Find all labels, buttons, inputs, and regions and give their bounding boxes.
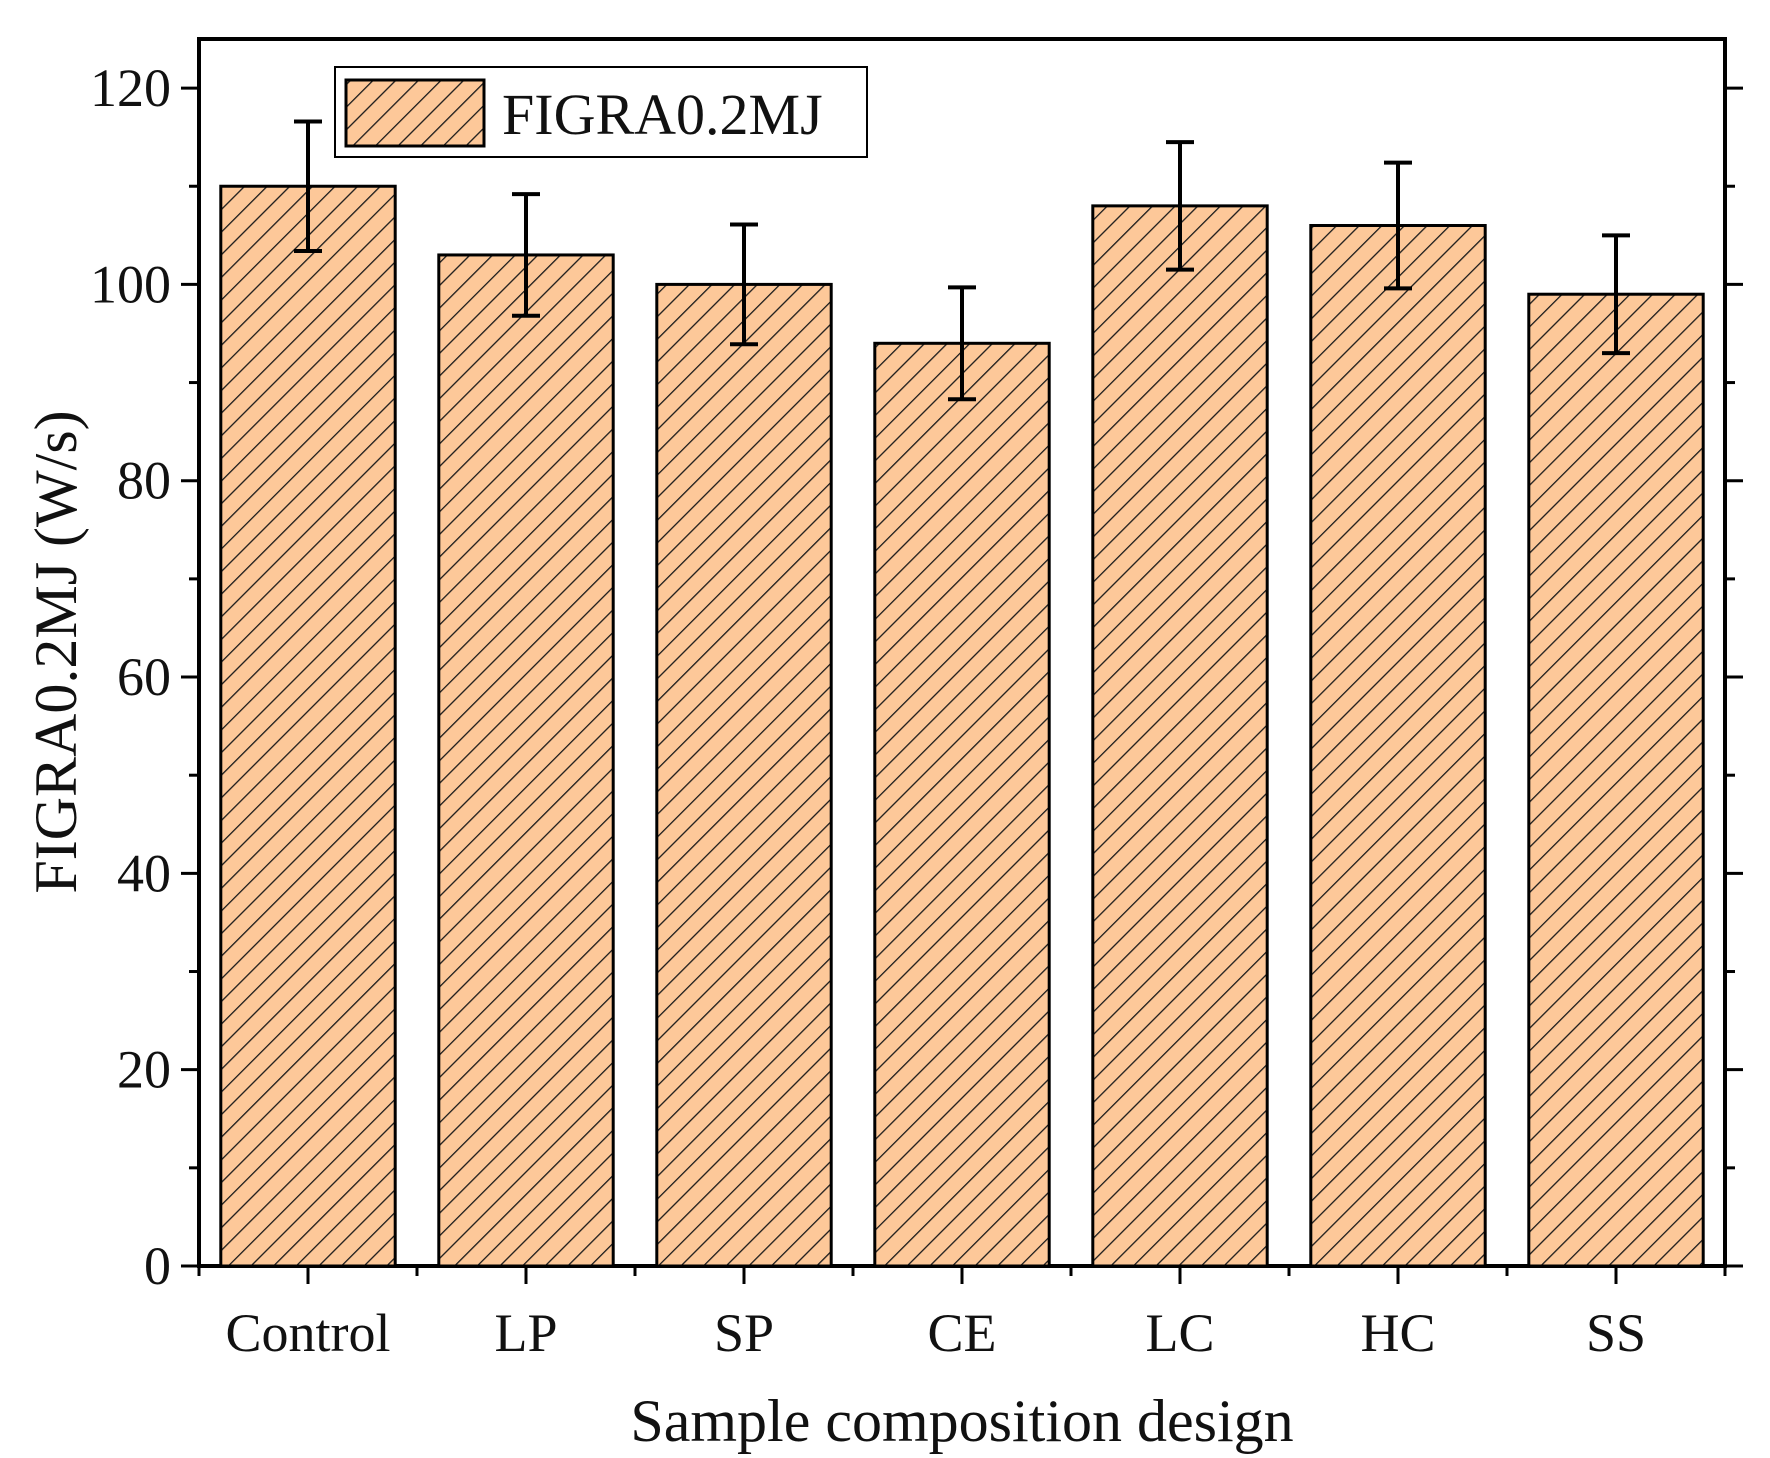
bar-sp (655, 282, 833, 1268)
x-tick-label-ss: SS (1586, 1303, 1646, 1363)
y-axis-ticks: 0 20 40 60 80 100 120 (90, 58, 1743, 1296)
error-bar-sp (730, 222, 758, 347)
bar-ss (1527, 292, 1705, 1268)
x-axis-title: Sample composition design (630, 1388, 1293, 1454)
y-axis-title: FIGRA0.2MJ (W/s) (23, 410, 89, 893)
bar-lc (1091, 204, 1269, 1268)
x-tick-label-lp: LP (494, 1303, 557, 1363)
bar-ce (873, 341, 1051, 1268)
plot-area: 0 20 40 60 80 100 120 Control LP SP CE LC HC SS (90, 37, 1743, 1363)
x-tick-label-lc: LC (1145, 1303, 1214, 1363)
x-tick-label-sp: SP (714, 1303, 774, 1363)
y-tick-label-120: 120 (90, 58, 171, 118)
error-bars-layer (294, 119, 1630, 402)
y-tick-label-40: 40 (117, 843, 171, 903)
bar-control (219, 184, 397, 1268)
error-bar-control (294, 119, 322, 254)
error-bar-hc (1384, 160, 1412, 291)
x-axis-ticks: Control LP SP CE LC HC SS (197, 1266, 1727, 1363)
error-bar-ce (948, 285, 976, 402)
bar-lp (437, 253, 615, 1268)
error-bar-ss (1602, 233, 1630, 356)
x-tick-label-hc: HC (1360, 1303, 1435, 1363)
error-bar-lc (1166, 140, 1194, 272)
y-tick-label-80: 80 (117, 451, 171, 511)
legend-label: FIGRA0.2MJ (502, 82, 823, 147)
y-tick-label-0: 0 (144, 1236, 171, 1296)
error-bar-lp (512, 192, 540, 318)
x-tick-label-control: Control (225, 1303, 390, 1363)
bar-hc (1309, 224, 1487, 1268)
y-tick-label-20: 20 (117, 1040, 171, 1100)
y-tick-label-60: 60 (117, 647, 171, 707)
x-tick-label-ce: CE (927, 1303, 996, 1363)
legend-swatch (344, 78, 486, 148)
legend: FIGRA0.2MJ (334, 66, 868, 158)
y-tick-label-100: 100 (90, 254, 171, 314)
